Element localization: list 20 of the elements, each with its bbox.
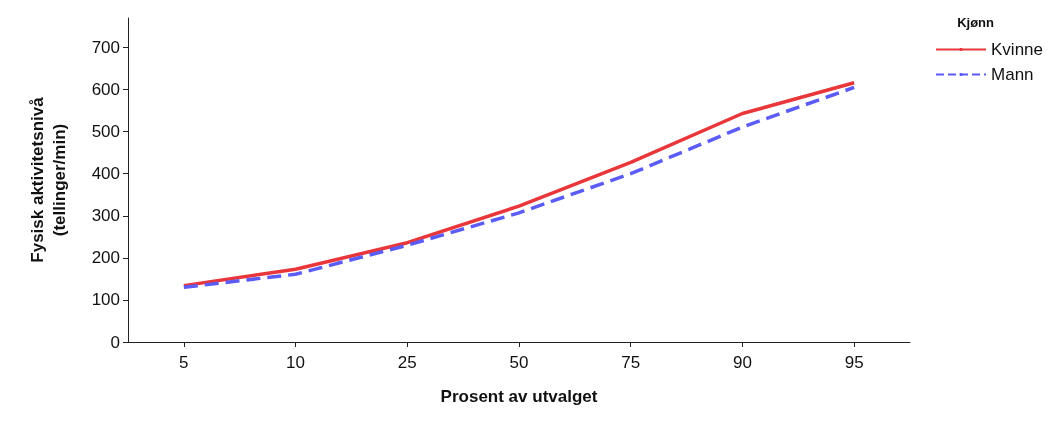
y-axis-title: Fysisk aktivitetsnivå (tellinger/min) bbox=[27, 96, 69, 263]
legend-label: Kvinne bbox=[991, 40, 1043, 59]
x-tick-label: 90 bbox=[732, 353, 752, 372]
x-tick-label: 25 bbox=[397, 353, 417, 372]
y-tick-label: 400 bbox=[91, 164, 120, 184]
x-tick-label: 75 bbox=[621, 353, 641, 372]
y-tick-label: 600 bbox=[91, 80, 120, 100]
x-tick-label: 50 bbox=[509, 353, 529, 372]
legend-title: Kjønn bbox=[957, 15, 995, 30]
y-tick-label: 0 bbox=[110, 332, 120, 352]
y-tick-label: 100 bbox=[91, 290, 120, 310]
x-tick-label: 5 bbox=[179, 353, 189, 372]
x-tick-label: 95 bbox=[844, 353, 864, 372]
y-tick-label: 700 bbox=[91, 37, 120, 57]
y-tick-label: 500 bbox=[91, 122, 120, 142]
x-axis-title: Prosent av utvalget bbox=[440, 387, 598, 406]
y-tick-label: 200 bbox=[91, 248, 120, 268]
y-tick-label: 300 bbox=[91, 206, 120, 226]
x-tick-label: 10 bbox=[286, 353, 306, 372]
legend-label: Mann bbox=[991, 65, 1034, 84]
